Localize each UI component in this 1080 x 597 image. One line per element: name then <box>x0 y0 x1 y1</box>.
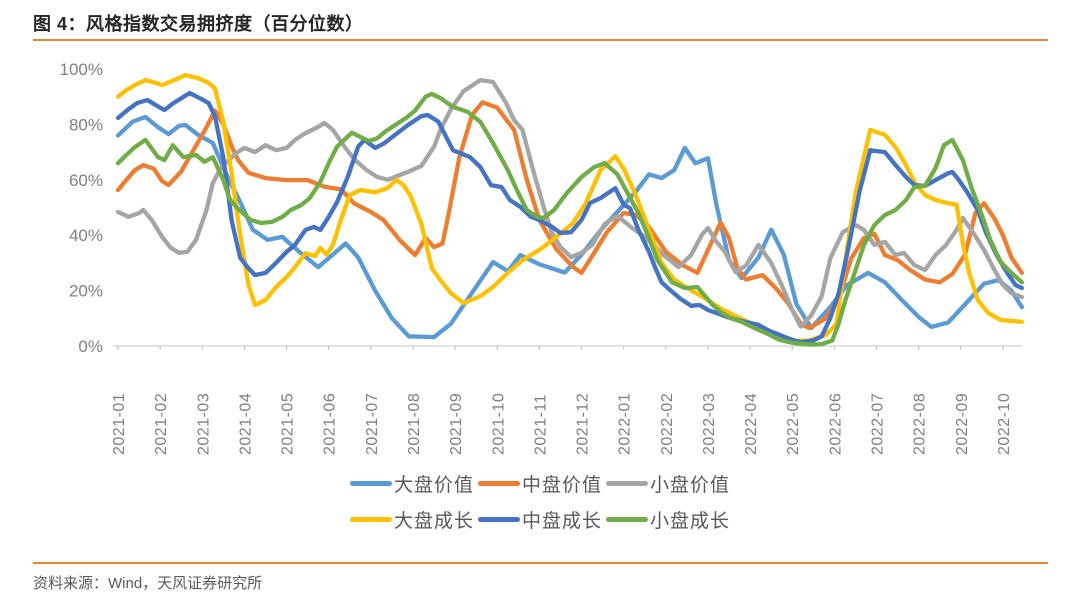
legend-item: 小盘成长 <box>606 506 730 533</box>
x-axis-label: 2021-03 <box>195 393 212 455</box>
x-axis-label: 2022-08 <box>912 393 929 455</box>
x-axis-label: 2022-05 <box>785 393 802 455</box>
series-line-5 <box>115 90 1025 345</box>
x-axis-label: 2022-09 <box>954 393 971 455</box>
legend-label: 小盘成长 <box>650 511 731 532</box>
legend-swatch <box>606 481 648 486</box>
chart-legend: 大盘价值 中盘价值 小盘价值 大盘成长 中盘成长 小盘成长 <box>0 470 1080 533</box>
x-axis-label: 2022-03 <box>701 393 718 455</box>
x-axis-label: 2022-04 <box>743 393 760 455</box>
x-axis-label: 2021-06 <box>322 393 339 455</box>
legend-label: 中盘成长 <box>521 511 602 532</box>
x-axis-label: 2021-11 <box>532 394 549 455</box>
y-axis-label: 40% <box>69 226 103 245</box>
x-axis-label: 2021-04 <box>237 393 254 455</box>
legend-swatch <box>477 517 520 522</box>
y-axis-label: 60% <box>69 171 103 190</box>
x-axis-label: 2022-10 <box>996 393 1013 455</box>
series-line-3 <box>115 77 1025 329</box>
line-chart: 0% 20% 40% 60% 80% 100% 2021-01 2021-02 2021-03 2… <box>60 60 1025 455</box>
chart-title: 图 4：风格指数交易拥挤度（百分位数） <box>33 14 364 34</box>
y-axis-label: 20% <box>69 282 103 301</box>
legend-item: 小盘价值 <box>606 470 730 497</box>
title-divider <box>33 39 1048 41</box>
x-axis-label: 2021-01 <box>111 393 128 455</box>
legend-swatch <box>349 517 392 522</box>
legend-row-1: 大盘价值 中盘价值 小盘价值 <box>349 470 731 497</box>
series-line-6 <box>115 91 1025 347</box>
legend-swatch <box>606 517 648 522</box>
y-axis-label: 80% <box>69 115 103 134</box>
x-axis-label: 2022-07 <box>870 393 887 455</box>
legend-label: 小盘价值 <box>650 475 731 496</box>
x-axis-label: 2022-02 <box>659 393 676 455</box>
x-axis-label: 2021-10 <box>490 393 507 455</box>
series-line-4 <box>115 72 1025 344</box>
source-note: 资料来源：Wind，天风证券研究所 <box>33 575 263 592</box>
y-axis-label: 0% <box>78 337 103 356</box>
legend-item: 中盘价值 <box>477 470 602 497</box>
legend-swatch <box>477 481 520 486</box>
x-axis-label: 2021-02 <box>153 393 170 455</box>
legend-item: 中盘成长 <box>477 506 602 533</box>
y-axis-label: 100% <box>60 60 103 79</box>
legend-item: 大盘价值 <box>349 470 474 497</box>
x-axis-label: 2021-12 <box>575 393 592 455</box>
x-axis-label: 2021-05 <box>280 393 297 455</box>
legend-label: 中盘价值 <box>521 475 602 496</box>
x-axis-label: 2022-06 <box>827 393 844 455</box>
x-axis-label: 2021-07 <box>364 393 381 455</box>
series-line-2 <box>115 100 1025 331</box>
x-axis-label: 2022-01 <box>617 393 634 455</box>
legend-label: 大盘成长 <box>393 511 474 532</box>
legend-label: 大盘价值 <box>393 475 474 496</box>
legend-row-2: 大盘成长 中盘成长 小盘成长 <box>349 506 731 533</box>
footer-divider <box>33 562 1048 564</box>
x-axis-label: 2021-08 <box>406 393 423 455</box>
legend-item: 大盘成长 <box>349 506 474 533</box>
x-axis-label: 2021-09 <box>448 393 465 455</box>
legend-swatch <box>349 481 392 486</box>
